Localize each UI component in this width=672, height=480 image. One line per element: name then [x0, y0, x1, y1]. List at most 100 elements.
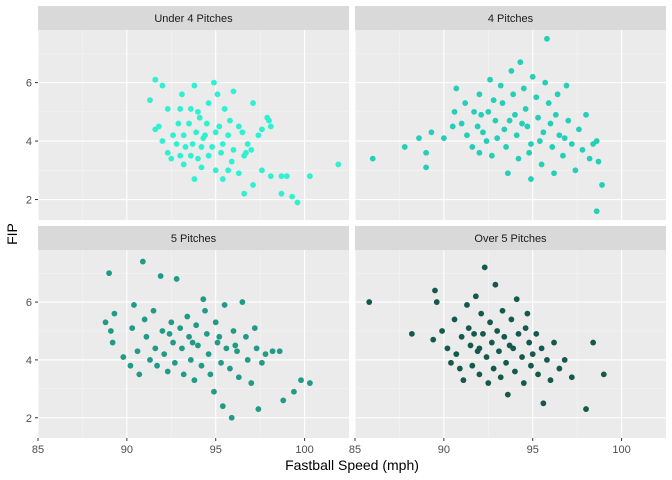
data-point: [520, 380, 527, 386]
data-point: [195, 155, 201, 162]
data-point: [225, 132, 232, 139]
data-point: [451, 108, 458, 115]
facet-strip: [355, 226, 666, 250]
data-point: [545, 100, 552, 106]
data-point: [111, 310, 118, 317]
data-point: [478, 111, 485, 118]
data-point: [159, 328, 166, 334]
data-point: [423, 164, 429, 171]
data-point: [243, 333, 249, 340]
data-point: [483, 138, 490, 144]
data-point: [280, 397, 287, 404]
data-point: [259, 167, 265, 174]
data-point: [579, 146, 586, 153]
data-point: [483, 354, 490, 360]
data-point: [179, 345, 185, 352]
data-point: [456, 365, 463, 372]
data-point: [276, 348, 283, 355]
data-point: [478, 310, 485, 317]
data-point: [298, 377, 304, 384]
data-point: [335, 161, 342, 168]
data-point: [465, 325, 472, 331]
data-point: [278, 173, 285, 180]
data-point: [544, 35, 550, 42]
data-point: [102, 319, 109, 326]
data-point: [519, 120, 525, 127]
x-tick-label: 95: [210, 444, 222, 456]
data-point: [485, 108, 492, 115]
data-point: [549, 144, 556, 150]
data-point: [198, 362, 205, 369]
data-point: [519, 354, 525, 360]
data-point: [528, 362, 534, 369]
data-point: [230, 146, 237, 153]
data-point: [538, 345, 545, 352]
data-point: [248, 146, 255, 153]
data-point: [129, 325, 136, 331]
data-point: [198, 164, 205, 171]
data-point: [556, 365, 563, 372]
data-point: [203, 330, 210, 337]
data-point: [440, 135, 447, 142]
data-point: [164, 368, 171, 375]
data-point: [444, 345, 451, 352]
data-point: [177, 325, 184, 331]
data-point: [152, 345, 159, 352]
data-point: [503, 359, 509, 366]
data-point: [526, 149, 533, 156]
data-point: [504, 170, 511, 177]
data-point: [232, 342, 239, 349]
data-point: [191, 377, 198, 384]
data-point: [170, 339, 176, 346]
data-point: [508, 68, 515, 74]
data-point: [241, 190, 248, 197]
data-point: [230, 88, 237, 95]
data-point: [469, 144, 476, 150]
data-point: [538, 161, 545, 168]
data-point: [512, 111, 518, 118]
data-point: [526, 339, 533, 346]
data-point: [219, 176, 226, 182]
data-point: [294, 199, 301, 206]
facet-strip-label: Over 5 Pitches: [474, 233, 547, 245]
data-point: [563, 82, 570, 89]
data-point: [492, 281, 499, 288]
data-point: [195, 108, 201, 115]
data-point: [471, 108, 477, 115]
data-point: [522, 106, 529, 112]
panel-background: [38, 30, 349, 220]
data-point: [535, 371, 541, 378]
data-point: [219, 141, 226, 147]
data-point: [432, 287, 438, 294]
data-point: [157, 273, 164, 279]
data-point: [554, 91, 561, 98]
data-point: [250, 182, 256, 188]
data-point: [551, 339, 557, 346]
y-axis-title: FIP: [4, 223, 20, 245]
data-point: [161, 351, 168, 358]
data-point: [203, 120, 210, 127]
data-point: [460, 377, 467, 384]
facet-strip-label: Under 4 Pitches: [154, 13, 233, 25]
x-tick-label: 85: [349, 444, 361, 456]
data-point: [196, 114, 203, 121]
data-point: [136, 371, 143, 378]
data-point: [501, 333, 508, 340]
data-point: [481, 264, 488, 271]
data-point: [186, 333, 192, 340]
data-point: [267, 173, 274, 180]
data-point: [522, 325, 529, 331]
data-point: [164, 106, 171, 112]
data-point: [180, 371, 187, 378]
data-point: [109, 339, 116, 346]
data-point: [127, 362, 134, 369]
data-point: [214, 339, 221, 346]
data-point: [476, 149, 483, 156]
y-tick-label: 4: [26, 136, 32, 148]
data-point: [193, 322, 200, 329]
data-point: [207, 371, 214, 378]
data-point: [593, 208, 600, 215]
data-point: [209, 144, 216, 150]
data-point: [401, 144, 408, 150]
